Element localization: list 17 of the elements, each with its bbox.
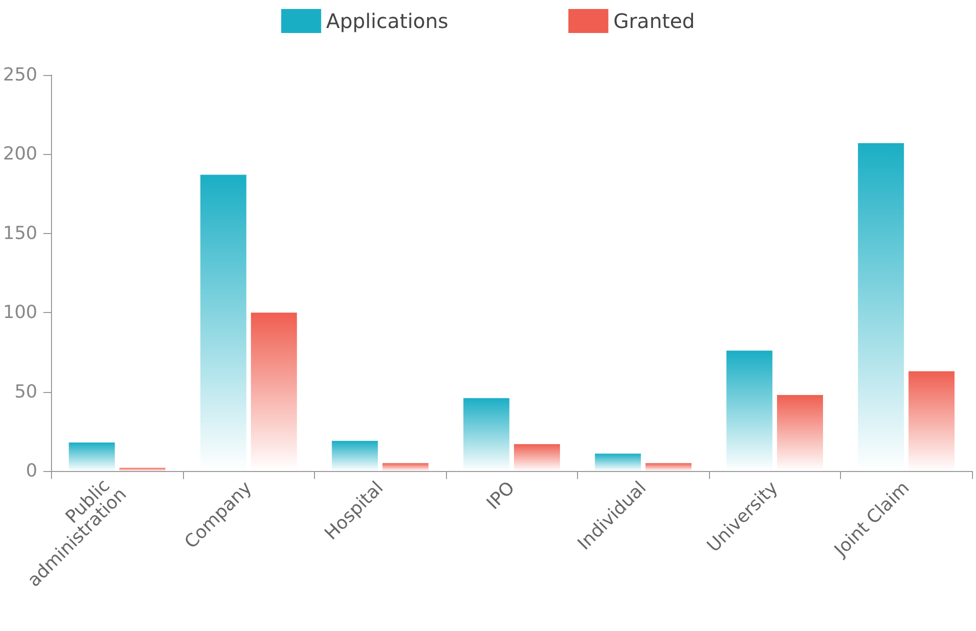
x-tick-label: IPO [482, 478, 520, 514]
legend-label: Granted [613, 9, 695, 33]
bar [68, 442, 115, 471]
y-tick-label: 100 [2, 302, 38, 324]
y-tick-label: 150 [2, 222, 38, 244]
legend-label: Applications [326, 9, 448, 33]
bar [594, 454, 641, 471]
bar [119, 468, 166, 471]
y-tick-label: 250 [2, 64, 38, 86]
bar [382, 463, 428, 471]
y-tick-label: 50 [14, 381, 38, 402]
y-tick-label: 200 [2, 144, 38, 165]
y-tick-label: 0 [26, 460, 38, 482]
bar [646, 463, 692, 471]
bar [463, 398, 510, 471]
bar [332, 440, 378, 471]
bar [514, 444, 560, 471]
